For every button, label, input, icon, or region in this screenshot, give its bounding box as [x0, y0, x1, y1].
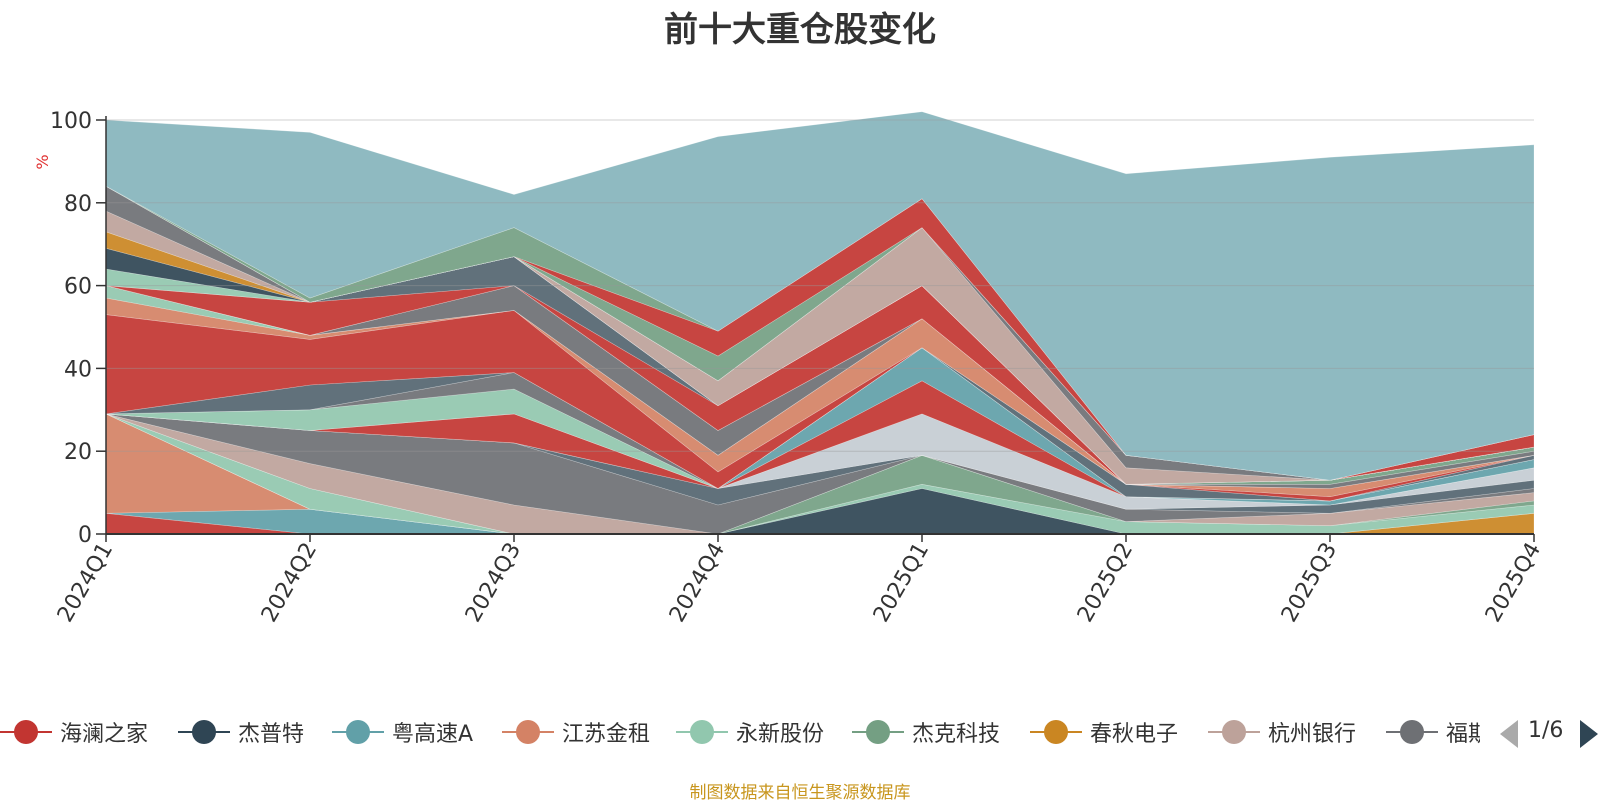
legend-prev-arrow-icon[interactable]: [1500, 720, 1518, 748]
series-group: [105, 111, 1535, 535]
chart-title: 前十大重仓股变化: [664, 10, 936, 50]
legend-marker-icon: [178, 717, 230, 747]
legend-marker-dot: [346, 720, 370, 744]
legend-item-3[interactable]: 江苏金租: [502, 712, 650, 752]
legend: 海澜之家 杰普特 粤高速A 江苏金租 永新股份 杰克科技 春秋电子 杭州银行 福斯: [0, 712, 1480, 756]
series-area-17: [105, 297, 1535, 498]
legend-item-8[interactable]: 福斯: [1386, 712, 1480, 752]
legend-marker-dot: [1044, 720, 1068, 744]
legend-marker-dot: [690, 720, 714, 744]
legend-item-1[interactable]: 杰普特: [178, 712, 304, 752]
y-tick-label-5: 100: [50, 109, 92, 134]
legend-marker-dot: [866, 720, 890, 744]
series-area-9: [105, 413, 1535, 514]
legend-next-arrow-icon[interactable]: [1580, 720, 1598, 748]
legend-item-4[interactable]: 永新股份: [676, 712, 824, 752]
x-tick-label-0: 2024Q1: [53, 539, 118, 627]
x-tick-label-6: 2025Q3: [1277, 539, 1342, 627]
x-tick-label-1: 2024Q2: [257, 539, 322, 627]
series-area-28: [105, 185, 1535, 481]
y-tick-label-1: 20: [64, 440, 92, 465]
legend-item-7[interactable]: 杭州银行: [1208, 712, 1356, 752]
legend-marker-dot: [1222, 720, 1246, 744]
legend-label: 福斯: [1446, 722, 1480, 747]
legend-marker-icon: [676, 717, 728, 747]
legend-item-6[interactable]: 春秋电子: [1030, 712, 1178, 752]
legend-marker-icon: [1208, 717, 1260, 747]
legend-label: 海澜之家: [60, 722, 149, 747]
legend-marker-icon: [1386, 717, 1438, 747]
series-area-8: [105, 413, 1535, 535]
legend-item-0[interactable]: 海澜之家: [0, 712, 148, 752]
legend-marker-icon: [852, 717, 904, 747]
legend-marker-dot: [1400, 720, 1424, 744]
series-area-10: [105, 413, 1535, 510]
x-tick-label-4: 2025Q1: [869, 539, 934, 627]
legend-pager: 1/6: [1500, 718, 1600, 752]
legend-marker-icon: [1030, 717, 1082, 747]
x-tick-label-7: 2025Q4: [1481, 539, 1546, 627]
x-tick-label-3: 2024Q4: [665, 539, 730, 627]
legend-marker-icon: [0, 717, 52, 747]
y-tick-label-3: 60: [64, 275, 92, 300]
legend-page-indicator: 1/6: [1528, 718, 1564, 743]
legend-marker-dot: [516, 720, 540, 744]
legend-label: 江苏金租: [562, 722, 651, 747]
legend-item-2[interactable]: 粤高速A: [332, 712, 473, 752]
y-tick-label-4: 80: [64, 192, 92, 217]
legend-marker-dot: [14, 720, 38, 744]
source-note: 制图数据来自恒生聚源数据库: [689, 783, 911, 800]
legend-item-5[interactable]: 杰克科技: [852, 712, 1000, 752]
y-unit-label: %: [33, 154, 52, 169]
x-tick-label-2: 2024Q3: [461, 539, 526, 627]
series-area-12: [105, 347, 1535, 506]
legend-label: 永新股份: [736, 722, 825, 747]
y-tick-label-2: 40: [64, 357, 92, 382]
legend-label: 杰普特: [238, 722, 305, 747]
x-tick-label-5: 2025Q2: [1073, 539, 1138, 627]
y-tick-label-0: 0: [78, 523, 92, 548]
legend-label: 杰克科技: [912, 722, 1001, 747]
legend-marker-dot: [192, 720, 216, 744]
legend-label: 春秋电子: [1090, 722, 1179, 747]
series-area-32: [105, 111, 1535, 481]
legend-label: 杭州银行: [1268, 722, 1357, 747]
legend-label: 粤高速A: [392, 722, 474, 747]
legend-marker-icon: [332, 717, 384, 747]
legend-marker-icon: [502, 717, 554, 747]
area-chart: 0 20 40 60 80 100% 2024Q1 2024Q2 2024Q3 2024Q4 202…: [33, 109, 1546, 627]
